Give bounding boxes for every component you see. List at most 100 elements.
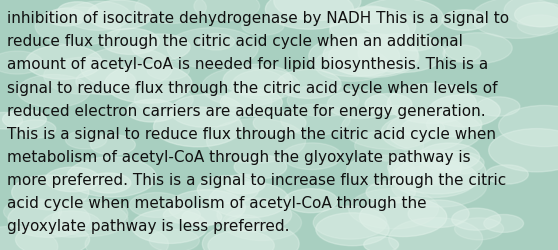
Circle shape xyxy=(198,34,234,51)
Circle shape xyxy=(274,0,361,22)
Circle shape xyxy=(46,9,85,27)
Circle shape xyxy=(0,226,58,250)
Circle shape xyxy=(282,143,341,170)
Circle shape xyxy=(194,0,259,22)
Text: more preferred. This is a signal to increase flux through the citric: more preferred. This is a signal to incr… xyxy=(7,172,507,187)
Circle shape xyxy=(80,48,172,89)
Circle shape xyxy=(209,182,289,218)
Circle shape xyxy=(242,17,284,36)
Circle shape xyxy=(477,98,520,117)
Circle shape xyxy=(451,208,501,230)
Circle shape xyxy=(328,90,391,119)
Text: metabolism of acetyl-CoA through the glyoxylate pathway is: metabolism of acetyl-CoA through the gly… xyxy=(7,149,471,164)
Circle shape xyxy=(44,58,126,95)
Circle shape xyxy=(330,14,409,49)
Circle shape xyxy=(397,35,434,52)
Circle shape xyxy=(206,119,306,164)
Circle shape xyxy=(129,193,185,218)
Circle shape xyxy=(517,16,558,36)
Circle shape xyxy=(387,110,482,153)
Circle shape xyxy=(426,112,482,137)
Circle shape xyxy=(147,62,189,81)
Circle shape xyxy=(127,100,177,122)
Circle shape xyxy=(472,0,558,39)
Circle shape xyxy=(485,165,528,184)
Circle shape xyxy=(323,34,418,77)
Circle shape xyxy=(135,0,206,24)
Circle shape xyxy=(12,175,89,210)
Text: This is a signal to reduce flux through the citric acid cycle when: This is a signal to reduce flux through … xyxy=(7,126,496,141)
Circle shape xyxy=(163,207,200,223)
Circle shape xyxy=(35,8,121,46)
Circle shape xyxy=(349,189,439,229)
Circle shape xyxy=(198,176,259,204)
Circle shape xyxy=(105,65,192,104)
Circle shape xyxy=(226,215,262,231)
Circle shape xyxy=(169,190,246,225)
Circle shape xyxy=(391,165,487,208)
Circle shape xyxy=(208,231,275,250)
Circle shape xyxy=(442,11,488,31)
Circle shape xyxy=(52,202,128,236)
Circle shape xyxy=(358,34,445,73)
Circle shape xyxy=(365,94,412,115)
Circle shape xyxy=(134,87,193,113)
Circle shape xyxy=(388,151,461,184)
Circle shape xyxy=(87,1,152,30)
Circle shape xyxy=(3,110,46,130)
Circle shape xyxy=(90,135,136,155)
Circle shape xyxy=(309,37,400,77)
Text: glyoxylate pathway is less preferred.: glyoxylate pathway is less preferred. xyxy=(7,218,290,233)
Circle shape xyxy=(266,0,354,30)
Circle shape xyxy=(217,198,292,232)
Circle shape xyxy=(455,218,504,240)
Circle shape xyxy=(408,200,469,228)
Text: signal to reduce flux through the citric acid cycle when levels of: signal to reduce flux through the citric… xyxy=(7,80,498,95)
Text: amount of acetyl-CoA is needed for lipid biosynthesis. This is a: amount of acetyl-CoA is needed for lipid… xyxy=(7,57,488,72)
Circle shape xyxy=(167,28,258,70)
Circle shape xyxy=(429,95,501,127)
Circle shape xyxy=(85,226,169,250)
Circle shape xyxy=(499,106,558,147)
Circle shape xyxy=(0,113,22,130)
Circle shape xyxy=(222,175,265,194)
Circle shape xyxy=(232,70,299,100)
Circle shape xyxy=(132,209,208,244)
Circle shape xyxy=(504,0,558,28)
Circle shape xyxy=(59,198,128,230)
Text: reduced electron carriers are adequate for energy generation.: reduced electron carriers are adequate f… xyxy=(7,103,486,118)
Circle shape xyxy=(514,4,558,28)
Circle shape xyxy=(364,237,398,250)
Circle shape xyxy=(351,7,391,25)
Circle shape xyxy=(76,68,136,95)
Circle shape xyxy=(393,156,461,186)
Circle shape xyxy=(330,8,416,46)
Circle shape xyxy=(223,91,272,113)
Circle shape xyxy=(17,75,90,108)
Text: acid cycle when metabolism of acetyl-CoA through the: acid cycle when metabolism of acetyl-CoA… xyxy=(7,195,427,210)
Circle shape xyxy=(387,84,477,124)
Circle shape xyxy=(58,3,98,21)
Circle shape xyxy=(253,112,306,135)
Circle shape xyxy=(355,130,424,162)
Circle shape xyxy=(401,119,445,138)
Circle shape xyxy=(281,105,350,136)
Circle shape xyxy=(182,208,222,226)
Circle shape xyxy=(16,120,56,139)
Circle shape xyxy=(234,155,287,179)
Circle shape xyxy=(357,0,444,38)
Circle shape xyxy=(392,159,478,198)
Circle shape xyxy=(313,206,387,239)
Circle shape xyxy=(8,201,90,237)
Circle shape xyxy=(347,155,415,186)
Circle shape xyxy=(132,35,190,61)
Circle shape xyxy=(366,182,415,204)
Circle shape xyxy=(316,213,389,246)
Circle shape xyxy=(42,211,101,237)
Circle shape xyxy=(223,205,301,240)
Circle shape xyxy=(16,223,90,250)
Circle shape xyxy=(149,230,199,250)
Circle shape xyxy=(201,68,288,107)
Circle shape xyxy=(102,29,160,55)
Circle shape xyxy=(381,114,465,152)
